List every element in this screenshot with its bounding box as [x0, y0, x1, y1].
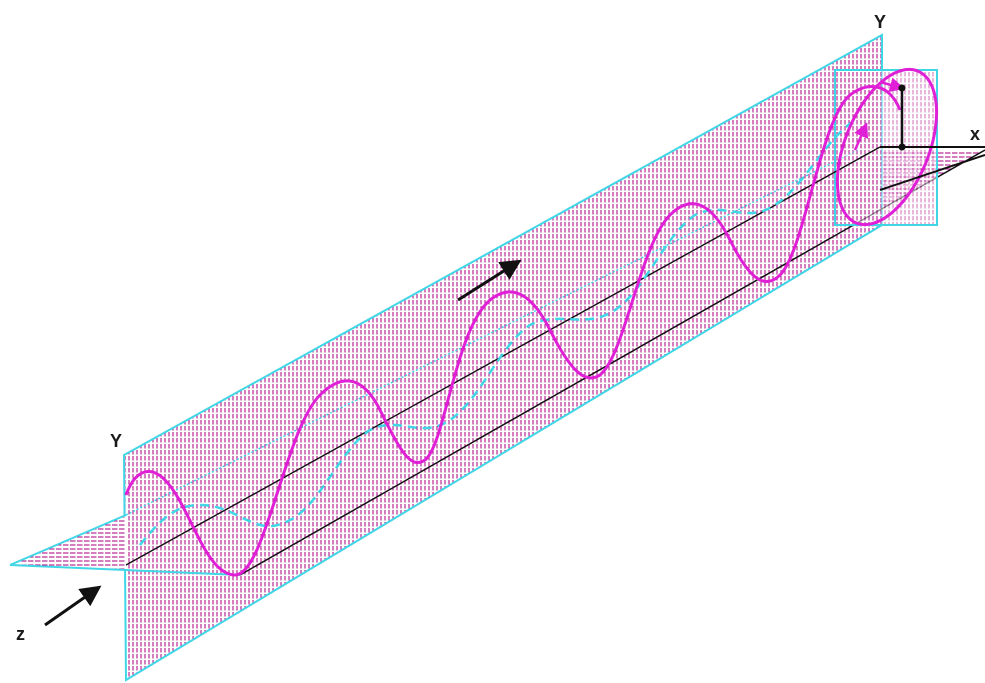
x-axis-diagonal: [879, 154, 985, 191]
propagation-arrow-icon: [457, 259, 522, 302]
x-axis-label: x: [970, 124, 980, 144]
y-axis-label-back: Y: [874, 12, 886, 32]
ellipse-direction-arrow: [853, 122, 869, 151]
horizontal-plane-front: [10, 515, 126, 570]
polarization-ellipse: [835, 67, 939, 227]
y-axis-label-front: Y: [110, 431, 122, 451]
wave-curve: [124, 85, 902, 577]
horizontal-plane-border: [9, 514, 127, 566]
z-direction-arrow-icon: [44, 585, 102, 627]
z-axis-label: z: [16, 624, 25, 644]
ellipse-top-arrow: [879, 77, 905, 93]
propagation-axis: [125, 146, 881, 566]
horizontal-plane-front-edge: [9, 564, 241, 576]
horizontal-projection-curve: [139, 118, 856, 546]
field-vector-tip: [898, 84, 906, 92]
vertical-plane: [122, 33, 883, 682]
